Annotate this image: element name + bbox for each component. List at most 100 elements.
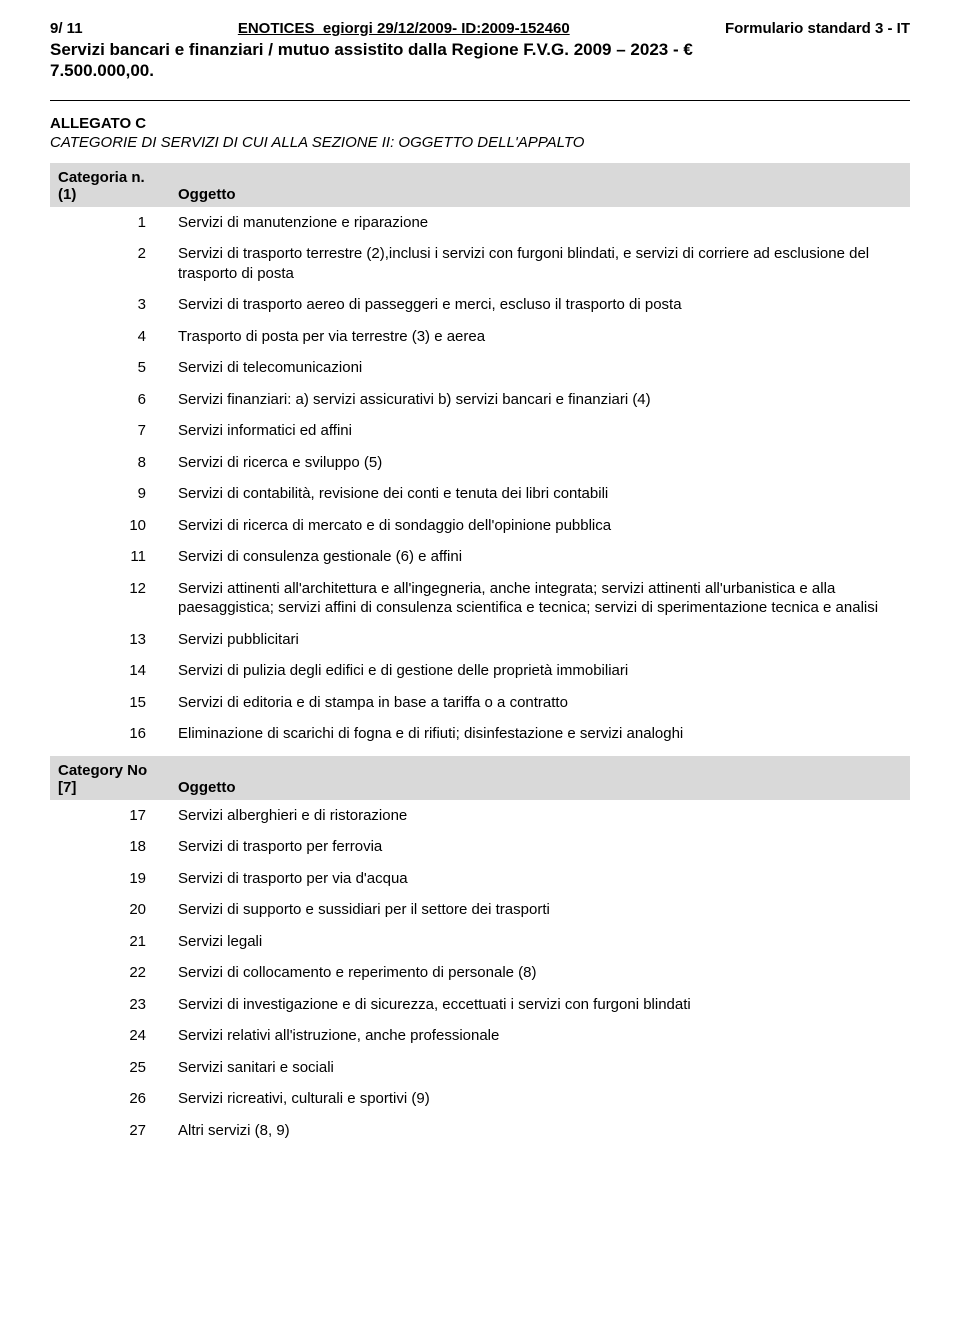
row-text: Trasporto di posta per via terrestre (3)…	[178, 327, 902, 347]
table-row: 25Servizi sanitari e sociali	[50, 1052, 910, 1084]
separator-line	[50, 100, 910, 101]
row-number: 2	[58, 244, 178, 283]
row-text: Servizi attinenti all'architettura e all…	[178, 579, 902, 618]
table-row: 12Servizi attinenti all'architettura e a…	[50, 573, 910, 624]
table-row: 21Servizi legali	[50, 926, 910, 958]
row-text: Altri servizi (8, 9)	[178, 1121, 902, 1141]
row-text: Servizi di trasporto per ferrovia	[178, 837, 902, 857]
row-text: Servizi di editoria e di stampa in base …	[178, 693, 902, 713]
table-row: 20Servizi di supporto e sussidiari per i…	[50, 894, 910, 926]
row-number: 27	[58, 1121, 178, 1141]
table2-header-col1: Category No [7]	[58, 762, 178, 796]
row-text: Servizi finanziari: a) servizi assicurat…	[178, 390, 902, 410]
table-row: 27Altri servizi (8, 9)	[50, 1115, 910, 1147]
table2-header: Category No [7] Oggetto	[50, 756, 910, 800]
row-number: 8	[58, 453, 178, 473]
row-number: 18	[58, 837, 178, 857]
table-row: 26Servizi ricreativi, culturali e sporti…	[50, 1083, 910, 1115]
table1-header-col2: Oggetto	[178, 186, 902, 203]
allegato-label: ALLEGATO C	[50, 115, 910, 132]
table-row: 3Servizi di trasporto aereo di passegger…	[50, 289, 910, 321]
form-type: Formulario standard 3 - IT	[725, 20, 910, 37]
table-row: 7Servizi informatici ed affini	[50, 415, 910, 447]
row-number: 16	[58, 724, 178, 744]
row-number: 13	[58, 630, 178, 650]
row-text: Servizi di trasporto aereo di passeggeri…	[178, 295, 902, 315]
row-number: 1	[58, 213, 178, 233]
row-text: Servizi alberghieri e di ristorazione	[178, 806, 902, 826]
row-text: Servizi di investigazione e di sicurezza…	[178, 995, 902, 1015]
row-number: 11	[58, 547, 178, 567]
table1-header: Categoria n. (1) Oggetto	[50, 163, 910, 207]
table-row: 6Servizi finanziari: a) servizi assicura…	[50, 384, 910, 416]
row-text: Servizi relativi all'istruzione, anche p…	[178, 1026, 902, 1046]
table-row: 23Servizi di investigazione e di sicurez…	[50, 989, 910, 1021]
row-number: 7	[58, 421, 178, 441]
row-number: 15	[58, 693, 178, 713]
row-text: Servizi pubblicitari	[178, 630, 902, 650]
row-number: 6	[58, 390, 178, 410]
row-number: 20	[58, 900, 178, 920]
row-text: Servizi di consulenza gestionale (6) e a…	[178, 547, 902, 567]
row-text: Servizi di trasporto per via d'acqua	[178, 869, 902, 889]
row-text: Servizi informatici ed affini	[178, 421, 902, 441]
table1-body: 1Servizi di manutenzione e riparazione2S…	[50, 207, 910, 750]
table1-header-col1-line1: Categoria n.	[58, 169, 178, 186]
row-text: Servizi di trasporto terrestre (2),inclu…	[178, 244, 902, 283]
page-counter: 9/ 11	[50, 20, 83, 37]
row-number: 12	[58, 579, 178, 618]
row-text: Servizi di collocamento e reperimento di…	[178, 963, 902, 983]
row-text: Servizi sanitari e sociali	[178, 1058, 902, 1078]
row-number: 25	[58, 1058, 178, 1078]
row-text: Servizi di supporto e sussidiari per il …	[178, 900, 902, 920]
row-number: 17	[58, 806, 178, 826]
row-text: Servizi di contabilità, revisione dei co…	[178, 484, 902, 504]
row-number: 24	[58, 1026, 178, 1046]
table-row: 2Servizi di trasporto terrestre (2),incl…	[50, 238, 910, 289]
row-text: Servizi di manutenzione e riparazione	[178, 213, 902, 233]
table-row: 22Servizi di collocamento e reperimento …	[50, 957, 910, 989]
table-row: 17Servizi alberghieri e di ristorazione	[50, 800, 910, 832]
row-number: 14	[58, 661, 178, 681]
table-row: 19Servizi di trasporto per via d'acqua	[50, 863, 910, 895]
table-row: 16Eliminazione di scarichi di fogna e di…	[50, 718, 910, 750]
title-line-1: Servizi bancari e finanziari / mutuo ass…	[50, 39, 910, 60]
table-row: 24Servizi relativi all'istruzione, anche…	[50, 1020, 910, 1052]
row-text: Servizi ricreativi, culturali e sportivi…	[178, 1089, 902, 1109]
row-number: 9	[58, 484, 178, 504]
table-row: 8Servizi di ricerca e sviluppo (5)	[50, 447, 910, 479]
row-number: 21	[58, 932, 178, 952]
table-row: 10Servizi di ricerca di mercato e di son…	[50, 510, 910, 542]
table-row: 14Servizi di pulizia degli edifici e di …	[50, 655, 910, 687]
row-number: 23	[58, 995, 178, 1015]
table2-body: 17Servizi alberghieri e di ristorazione1…	[50, 800, 910, 1147]
row-number: 10	[58, 516, 178, 536]
table-row: 4Trasporto di posta per via terrestre (3…	[50, 321, 910, 353]
row-text: Servizi di pulizia degli edifici e di ge…	[178, 661, 902, 681]
table1-header-col1: Categoria n. (1)	[58, 169, 178, 203]
table-row: 18Servizi di trasporto per ferrovia	[50, 831, 910, 863]
table-row: 13Servizi pubblicitari	[50, 624, 910, 656]
table2-header-col2: Oggetto	[178, 779, 902, 796]
row-number: 3	[58, 295, 178, 315]
table2-header-col1-line1: Category No	[58, 762, 178, 779]
document-id: ENOTICES_egiorgi 29/12/2009- ID:2009-152…	[83, 20, 725, 37]
table1-header-col1-line2: (1)	[58, 186, 178, 203]
row-text: Servizi di ricerca e sviluppo (5)	[178, 453, 902, 473]
document-header: 9/ 11 ENOTICES_egiorgi 29/12/2009- ID:20…	[50, 20, 910, 37]
page-container: 9/ 11 ENOTICES_egiorgi 29/12/2009- ID:20…	[0, 0, 960, 1176]
table2-header-col1-line2: [7]	[58, 779, 178, 796]
row-number: 5	[58, 358, 178, 378]
row-number: 26	[58, 1089, 178, 1109]
row-text: Servizi legali	[178, 932, 902, 952]
row-number: 19	[58, 869, 178, 889]
row-number: 4	[58, 327, 178, 347]
document-title: Servizi bancari e finanziari / mutuo ass…	[50, 39, 910, 82]
title-line-2: 7.500.000,00.	[50, 60, 910, 81]
row-text: Servizi di ricerca di mercato e di sonda…	[178, 516, 902, 536]
row-text: Eliminazione di scarichi di fogna e di r…	[178, 724, 902, 744]
row-number: 22	[58, 963, 178, 983]
table-row: 5Servizi di telecomunicazioni	[50, 352, 910, 384]
table-row: 15Servizi di editoria e di stampa in bas…	[50, 687, 910, 719]
table-row: 1Servizi di manutenzione e riparazione	[50, 207, 910, 239]
